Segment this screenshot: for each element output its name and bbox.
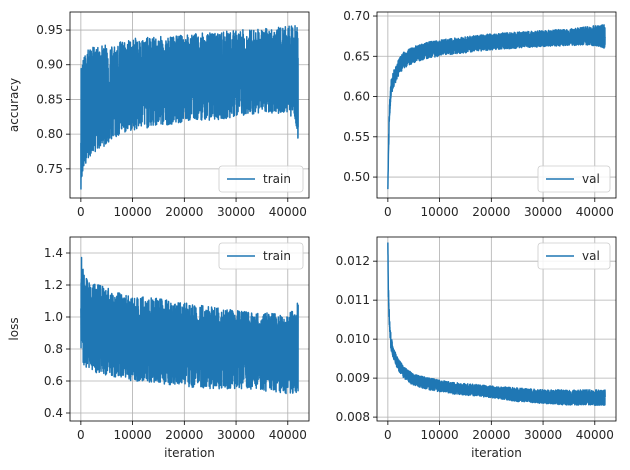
x-tick-label: 30000 <box>524 428 562 442</box>
y-tick-label: 0.50 <box>343 170 370 184</box>
y-axis-label: loss <box>7 317 21 340</box>
x-tick-label: 10000 <box>421 428 459 442</box>
series-line-val <box>387 24 606 190</box>
series-line-val <box>387 242 606 406</box>
subplot-4: 0 10000 20000 30000 40000 0.008 0.009 0.010 0.01… <box>336 236 617 460</box>
x-tick-label: 0 <box>77 428 85 442</box>
x-axis-label: iteration <box>471 446 522 460</box>
y-tick-label: 0.4 <box>44 406 63 420</box>
legend: val <box>537 242 611 270</box>
y-tick-label: 0.65 <box>343 49 370 63</box>
legend-label: train <box>263 172 291 186</box>
y-tick-label: 0.70 <box>343 9 370 23</box>
x-tick-label: 30000 <box>217 205 255 219</box>
x-tick-label: 0 <box>384 205 392 219</box>
legend: val <box>537 165 611 193</box>
y-tick-label: 0.009 <box>336 371 370 385</box>
subplot-1: 0 10000 20000 30000 40000 0.75 0.80 0.85 0.90 0.9… <box>7 11 310 219</box>
x-tick-label: 10000 <box>114 205 152 219</box>
x-tick-label: 40000 <box>576 205 614 219</box>
y-axis-label: accuracy <box>7 78 21 132</box>
axes-frame <box>376 236 617 422</box>
y-tick-label: 0.95 <box>36 23 63 37</box>
y-tick-label: 0.8 <box>44 342 63 356</box>
subplot-2: 0 10000 20000 30000 40000 0.50 0.55 0.60 0.65 0.7… <box>343 9 617 219</box>
legend: train <box>218 242 304 270</box>
y-tick-label: 1.2 <box>44 278 63 292</box>
y-tick-label: 0.012 <box>336 254 370 268</box>
x-tick-label: 10000 <box>114 428 152 442</box>
x-tick-label: 20000 <box>165 428 203 442</box>
x-tick-label: 40000 <box>269 428 307 442</box>
x-tick-label: 20000 <box>472 428 510 442</box>
y-tick-label: 1.4 <box>44 246 63 260</box>
y-tick-label: 0.80 <box>36 127 63 141</box>
y-tick-label: 0.60 <box>343 90 370 104</box>
y-tick-label: 0.90 <box>36 58 63 72</box>
y-tick-label: 0.010 <box>336 332 370 346</box>
y-tick-label: 0.75 <box>36 162 63 176</box>
legend-box <box>218 242 304 270</box>
x-tick-label: 0 <box>384 428 392 442</box>
x-tick-label: 40000 <box>576 428 614 442</box>
legend-box <box>218 165 304 193</box>
axes-frame <box>69 11 310 199</box>
x-tick-label: 0 <box>77 205 85 219</box>
subplot-3: 0 10000 20000 30000 40000 0.4 0.6 0.8 1.0 1.2 1.4 i… <box>7 236 310 460</box>
x-tick-label: 20000 <box>165 205 203 219</box>
y-tick-label: 0.008 <box>336 410 370 424</box>
y-tick-label: 0.55 <box>343 130 370 144</box>
legend-label: val <box>582 249 600 263</box>
y-tick-label: 1.0 <box>44 310 63 324</box>
x-tick-label: 40000 <box>269 205 307 219</box>
x-tick-label: 30000 <box>524 205 562 219</box>
y-tick-label: 0.85 <box>36 92 63 106</box>
y-tick-label: 0.6 <box>44 374 63 388</box>
legend: train <box>218 165 304 193</box>
x-axis-label: iteration <box>164 446 215 460</box>
y-tick-label: 0.011 <box>336 293 370 307</box>
series-line-train <box>80 24 299 190</box>
axes-frame <box>376 11 617 199</box>
legend-label: train <box>263 249 291 263</box>
series-line-train <box>80 256 299 395</box>
x-tick-label: 20000 <box>472 205 510 219</box>
legend-label: val <box>582 172 600 186</box>
axes-frame <box>69 236 310 422</box>
x-tick-label: 30000 <box>217 428 255 442</box>
x-tick-label: 10000 <box>421 205 459 219</box>
